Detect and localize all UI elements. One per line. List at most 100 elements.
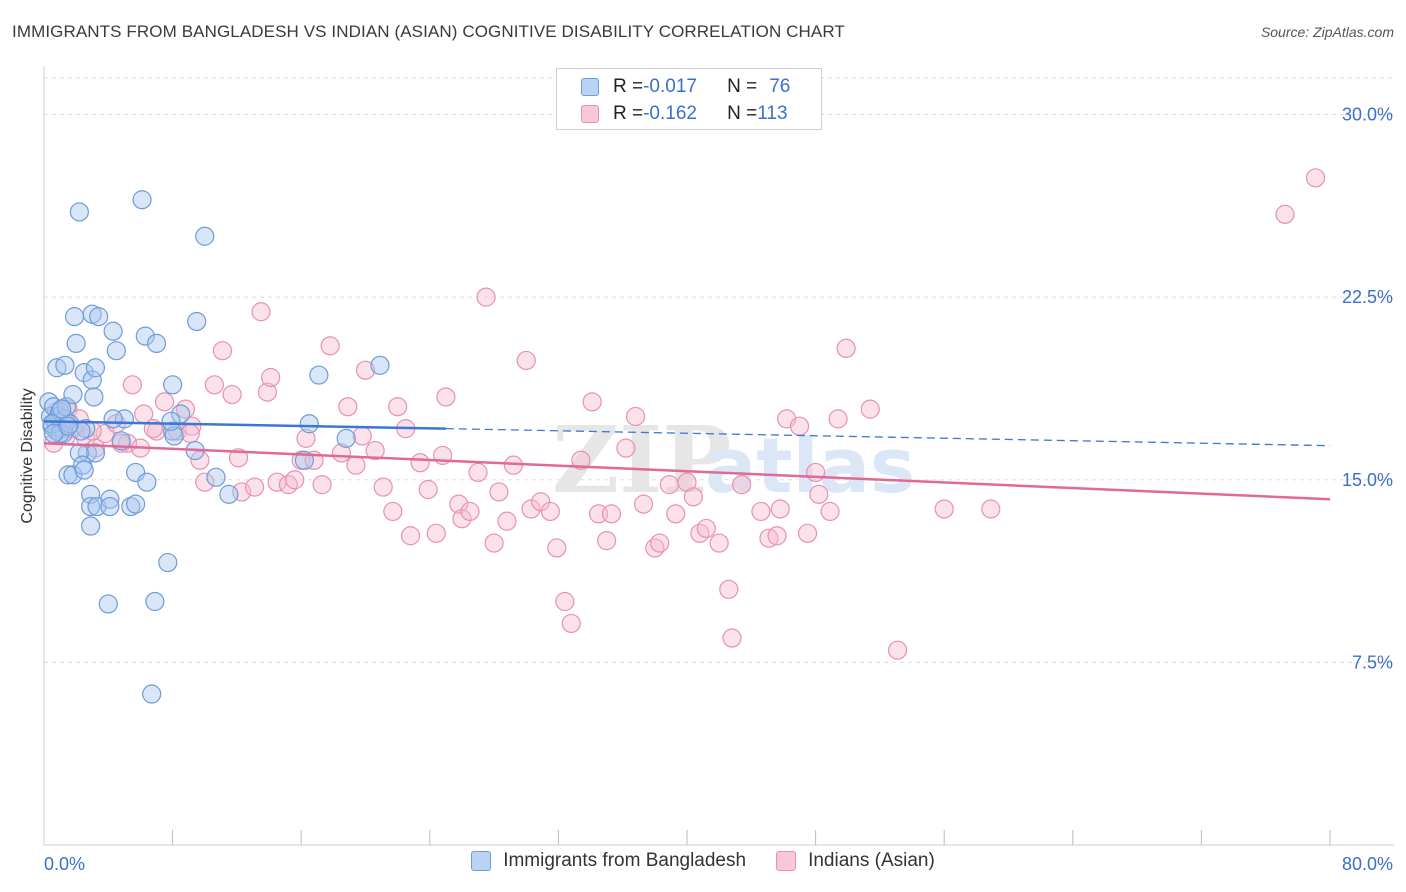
data-point-bangladesh (50, 423, 70, 444)
data-point-bangladesh (64, 307, 85, 327)
legend-swatch-pink (776, 851, 797, 871)
data-point-indians (222, 384, 242, 405)
data-point-indians (666, 504, 686, 524)
data-point-indians (582, 392, 602, 412)
data-point-indians (497, 511, 517, 531)
data-point-bangladesh (69, 202, 89, 222)
n-value: 113 (757, 103, 788, 124)
data-point-indians (719, 579, 739, 599)
data-point-indians (257, 382, 278, 402)
data-point-indians (410, 453, 430, 473)
data-point-indians (449, 494, 469, 514)
data-point-indians (561, 613, 581, 634)
series-indians-points (44, 168, 1326, 660)
data-point-bangladesh (85, 443, 106, 463)
stats-row-bangladesh: R = -0.017 N = 76 (581, 74, 790, 100)
data-point-indians (751, 501, 771, 522)
data-point-bangladesh (74, 363, 94, 383)
data-point-indians (597, 531, 617, 551)
data-point-indians (400, 526, 421, 546)
data-point-indians (489, 482, 509, 502)
data-point-indians (468, 462, 488, 483)
data-point-indians (261, 367, 281, 388)
y-tick-label: 7.5% (1352, 652, 1393, 672)
data-point-indians (650, 533, 670, 553)
r-value: -0.017 (643, 76, 697, 97)
data-point-bangladesh (55, 355, 75, 375)
data-point-indians (296, 428, 316, 448)
data-point-indians (312, 475, 332, 495)
data-point-bangladesh (126, 494, 146, 514)
data-point-indians (516, 350, 536, 371)
data-point-indians (683, 487, 704, 507)
data-point-indians (383, 501, 403, 522)
data-point-indians (1305, 168, 1326, 188)
data-point-indians (887, 640, 908, 660)
data-point-bangladesh (103, 321, 123, 341)
data-point-indians (365, 440, 385, 461)
data-point-indians (805, 462, 826, 483)
data-point-bangladesh (158, 552, 178, 573)
data-point-bangladesh (81, 496, 101, 517)
data-point-indians (981, 499, 1001, 519)
data-point-indians (759, 528, 779, 548)
data-point-bangladesh (161, 411, 181, 431)
data-point-bangladesh (63, 465, 83, 485)
data-point-indians (828, 409, 848, 429)
x-tick-label: 0.0% (44, 854, 85, 874)
source-credit: Source: ZipAtlas.com (1260, 24, 1394, 40)
data-point-bangladesh (84, 387, 104, 407)
data-point-indians (352, 426, 372, 446)
axes (43, 66, 1394, 846)
data-point-indians (320, 336, 340, 356)
data-point-indians (285, 470, 305, 490)
y-tick-label: 15.0% (1342, 470, 1393, 490)
data-point-indians (809, 484, 829, 504)
y-tick-label: 22.5% (1342, 287, 1393, 307)
data-point-indians (154, 392, 175, 412)
data-point-bangladesh (309, 365, 329, 385)
data-point-indians (346, 455, 366, 475)
watermark-zip: ZIP (552, 406, 731, 514)
data-point-indians (251, 302, 271, 322)
data-point-indians (732, 475, 752, 495)
data-point-indians (521, 499, 541, 519)
data-point-bangladesh (103, 409, 123, 429)
series-legend: Immigrants from Bangladesh Indians (Asia… (0, 850, 1406, 872)
data-point-indians (388, 397, 408, 417)
data-point-indians (418, 479, 438, 500)
data-point-indians (373, 477, 393, 497)
data-point-bangladesh (47, 358, 67, 378)
data-point-bangladesh (370, 355, 390, 375)
data-point-bangladesh (74, 460, 94, 480)
data-point-bangladesh (195, 226, 215, 246)
data-point-bangladesh (142, 684, 162, 704)
data-point-bangladesh (336, 428, 356, 448)
tick-labels: 7.5% 15.0% 22.5% 30.0% 0.0% 80.0% (44, 105, 1393, 874)
data-point-indians (228, 448, 249, 468)
data-point-bangladesh (82, 370, 102, 390)
data-point-indians (616, 438, 636, 458)
data-point-indians (244, 477, 265, 497)
data-point-bangladesh (299, 414, 319, 434)
data-point-indians (767, 526, 787, 546)
data-point-indians (460, 501, 480, 522)
trend-line-indians (43, 441, 1331, 501)
data-point-indians (934, 499, 954, 519)
n-label: N = (727, 103, 758, 124)
data-point-indians (789, 416, 810, 436)
data-point-bangladesh (206, 467, 226, 487)
data-point-indians (625, 406, 646, 427)
trend-line-bangladesh-dashed (445, 427, 1331, 447)
data-point-bangladesh (98, 594, 118, 614)
data-point-indians (820, 501, 840, 522)
data-point-bangladesh (146, 333, 167, 354)
r-label: R = (613, 103, 644, 124)
legend-swatch-blue (471, 851, 492, 871)
data-point-indians (696, 518, 716, 539)
data-point-bangladesh (85, 358, 106, 378)
data-point-indians (555, 591, 575, 612)
data-point-indians (204, 375, 224, 395)
data-point-bangladesh (100, 496, 120, 517)
